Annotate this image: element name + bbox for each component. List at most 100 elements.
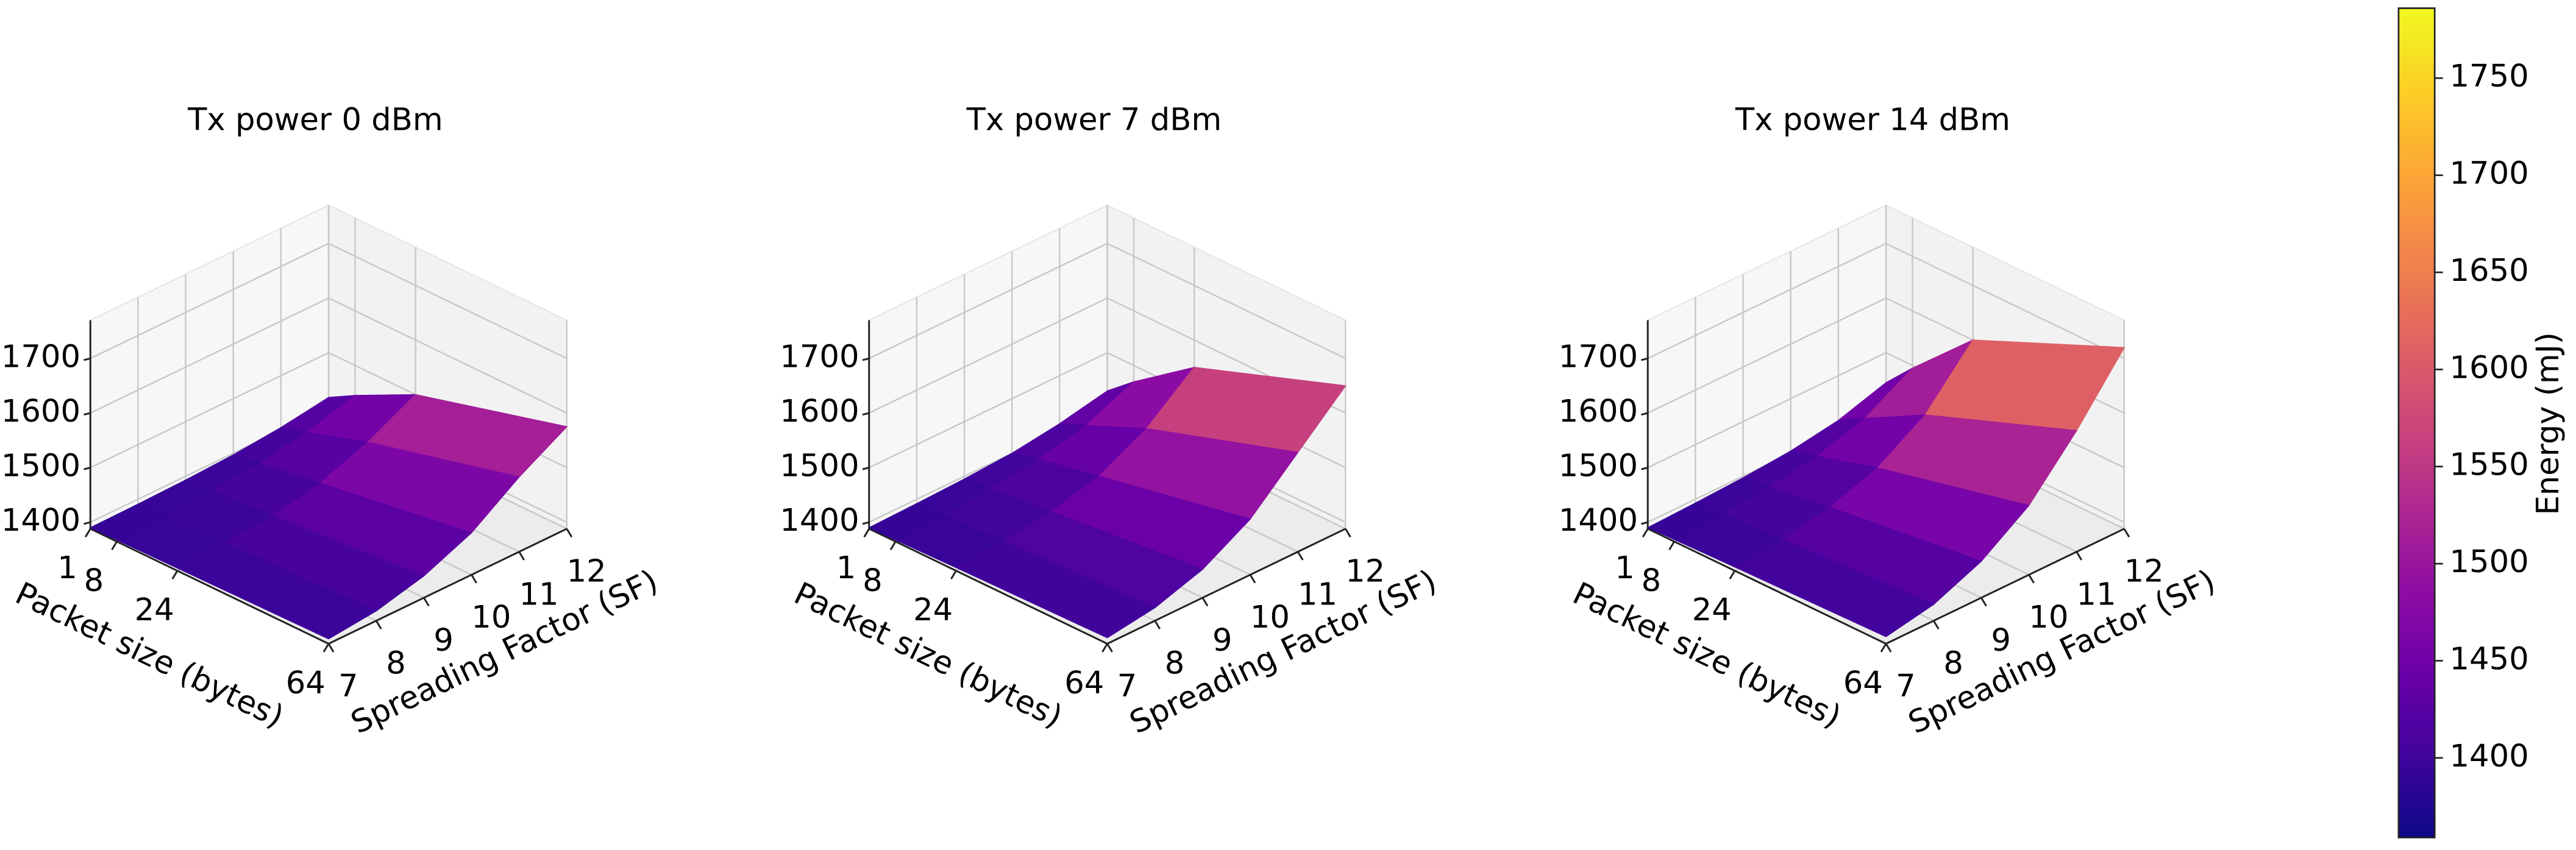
y-tick-label: 9 (1991, 622, 2011, 659)
x-tick (863, 528, 870, 538)
colorbar-tick-label: 1750 (2449, 58, 2528, 94)
colorbar-tick-label: 1450 (2449, 640, 2528, 677)
z-tick-label: 1700 (780, 338, 859, 375)
y-tick-label: 9 (1212, 622, 1233, 659)
x-tick (1101, 643, 1108, 653)
colorbar-tick-label: 1400 (2449, 738, 2528, 774)
z-tick (84, 357, 91, 361)
x-tick-label: 24 (135, 592, 174, 628)
y-tick (1201, 597, 1209, 607)
colorbar-tick-label: 1500 (2449, 544, 2528, 580)
z-tick (862, 521, 870, 525)
y-tick (2028, 574, 2035, 584)
y-tick (1249, 574, 1256, 584)
chart-title: Tx power 14 dBm (1735, 101, 2010, 138)
y-tick (423, 597, 430, 607)
y-tick-label: 7 (1896, 668, 1916, 704)
colorbar-tick-label: 1600 (2449, 349, 2528, 386)
y-tick-label: 7 (338, 668, 358, 704)
x-tick (171, 570, 179, 579)
colorbar-tick-label: 1550 (2449, 447, 2528, 483)
y-tick-label: 7 (1117, 668, 1137, 704)
z-tick-label: 1500 (780, 447, 859, 484)
z-tick-label: 1700 (1559, 338, 1638, 375)
y-tick (375, 620, 382, 629)
y-tick-label: 12 (567, 553, 607, 590)
x-tick-label: 1 (836, 550, 856, 586)
y-tick (518, 551, 525, 561)
z-tick (862, 357, 870, 361)
colorbar-tick-label: 1700 (2449, 155, 2528, 192)
surface-cell (955, 540, 1156, 639)
z-tick-label: 1700 (1, 338, 80, 375)
surface-cell (176, 542, 377, 640)
x-tick-label: 8 (863, 562, 883, 599)
y-tick-label: 8 (1165, 645, 1185, 682)
x-tick-label: 8 (84, 562, 104, 599)
surface-cell (1734, 539, 1935, 637)
x-tick (1668, 541, 1675, 551)
chart-title: Tx power 7 dBm (966, 101, 1222, 138)
y-tick-label: 10 (471, 599, 511, 636)
y-tick (2076, 551, 2083, 561)
y-tick-label: 11 (2076, 576, 2116, 612)
y-tick (327, 643, 335, 653)
y-tick-label: 11 (519, 576, 558, 612)
x-tick (889, 541, 897, 551)
z-tick (84, 521, 91, 525)
z-tick (1641, 412, 1648, 416)
y-tick-label: 10 (1250, 599, 1290, 636)
z-tick-label: 1500 (1559, 447, 1638, 484)
y-axis-line (1106, 528, 1346, 645)
z-tick (1641, 357, 1648, 361)
y-tick-label: 10 (2029, 599, 2068, 636)
z-tick (84, 467, 91, 470)
z-tick-label: 1600 (1, 393, 80, 430)
z-tick-label: 1600 (1559, 393, 1638, 430)
y-tick (1106, 643, 1113, 653)
y-tick-label: 12 (2124, 553, 2164, 590)
x-tick (1729, 570, 1736, 579)
y-tick (471, 574, 477, 584)
x-tick-label: 1 (57, 550, 77, 586)
z-tick (862, 467, 870, 470)
x-tick-label: 24 (1692, 592, 1732, 628)
y-axis-line (1885, 528, 2125, 645)
y-tick (1932, 620, 1940, 629)
y-tick-label: 12 (1345, 553, 1385, 590)
y-tick (1345, 528, 1351, 538)
x-tick-label: 64 (286, 665, 326, 701)
x-tick-label: 64 (1064, 665, 1104, 701)
z-tick (862, 412, 870, 416)
x-axis-line (869, 528, 1108, 645)
z-tick (84, 412, 91, 416)
y-axis-line (328, 528, 568, 645)
y-tick-label: 11 (1298, 576, 1337, 612)
y-tick (1154, 620, 1161, 629)
y-tick (1297, 551, 1304, 561)
x-tick (950, 570, 957, 579)
x-tick-label: 64 (1843, 665, 1883, 701)
x-tick (1642, 528, 1649, 538)
colorbar (2397, 7, 2436, 838)
x-tick-label: 1 (1615, 550, 1635, 586)
y-tick (2123, 528, 2130, 538)
chart-title: Tx power 0 dBm (187, 101, 443, 138)
z-tick (1641, 521, 1648, 525)
z-tick-label: 1400 (1, 502, 80, 539)
z-tick-label: 1400 (1559, 502, 1638, 539)
y-tick-label: 8 (1943, 645, 1963, 682)
y-tick-label: 8 (386, 645, 406, 682)
x-axis-line (90, 528, 329, 645)
z-tick-label: 1400 (780, 502, 859, 539)
z-tick (1641, 467, 1648, 470)
x-tick (111, 541, 118, 551)
y-tick (566, 528, 573, 538)
y-tick (1980, 597, 1987, 607)
x-tick-label: 24 (913, 592, 953, 628)
x-tick (1880, 643, 1887, 653)
y-tick-label: 9 (433, 622, 454, 659)
colorbar-tick-label: 1650 (2449, 252, 2528, 289)
x-axis-line (1647, 528, 1887, 645)
y-tick (1885, 643, 1892, 653)
